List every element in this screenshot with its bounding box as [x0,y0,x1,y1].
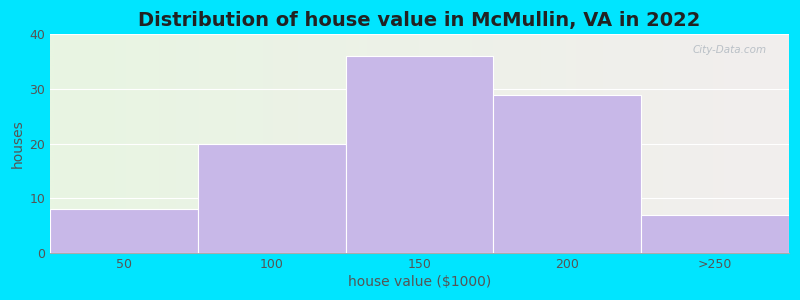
Y-axis label: houses: houses [11,119,25,168]
Bar [494,94,641,253]
Bar [641,214,789,253]
Title: Distribution of house value in McMullin, VA in 2022: Distribution of house value in McMullin,… [138,11,701,30]
Text: City-Data.com: City-Data.com [693,45,766,56]
X-axis label: house value ($1000): house value ($1000) [348,275,491,289]
Bar [346,56,494,253]
Bar [50,209,198,253]
Bar [198,144,346,253]
